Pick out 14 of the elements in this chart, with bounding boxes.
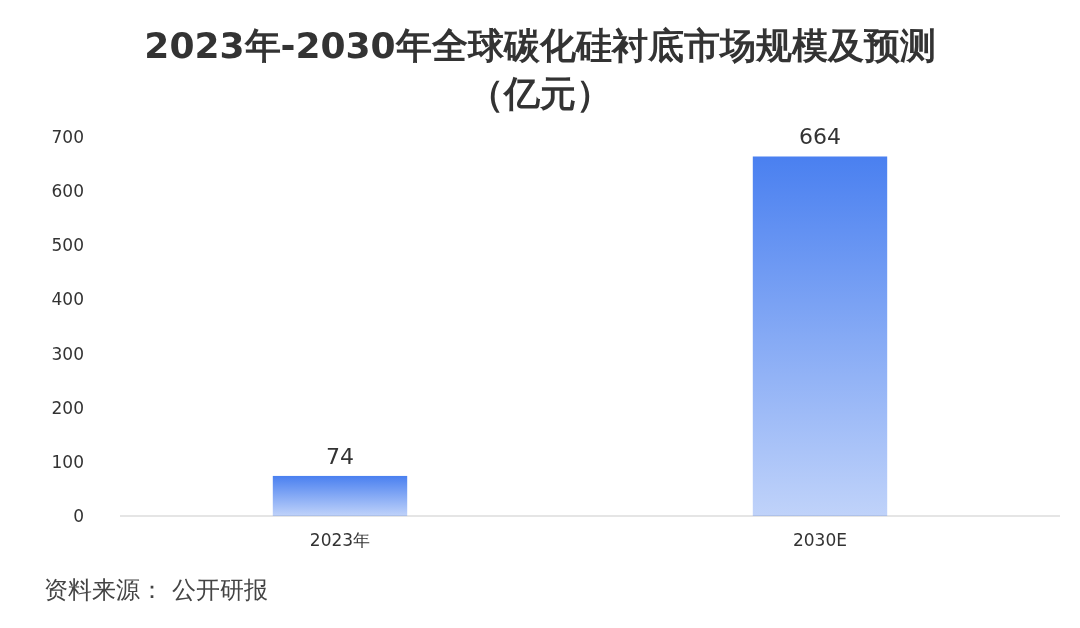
y-tick-label: 300	[51, 343, 84, 364]
x-tick-label: 2023年	[309, 530, 371, 550]
data-label: 664	[799, 124, 841, 150]
y-tick-label: 500	[51, 235, 84, 256]
text: 资料来源： 公开研报	[44, 575, 268, 606]
chart-title: 2023年-2030年全球碳化硅衬底市场规模及预测（亿元）	[143, 24, 937, 116]
y-tick-label: 600	[51, 181, 84, 202]
y-tick-label: 400	[51, 289, 84, 310]
y-tick-label: 200	[51, 397, 84, 418]
y-tick-label: 700	[51, 127, 84, 147]
y-tick-label: 100	[51, 451, 84, 472]
y-tick-label: 0	[73, 506, 84, 526]
x-tick-label: 2030E	[792, 530, 848, 550]
data-label: 74	[326, 443, 354, 469]
